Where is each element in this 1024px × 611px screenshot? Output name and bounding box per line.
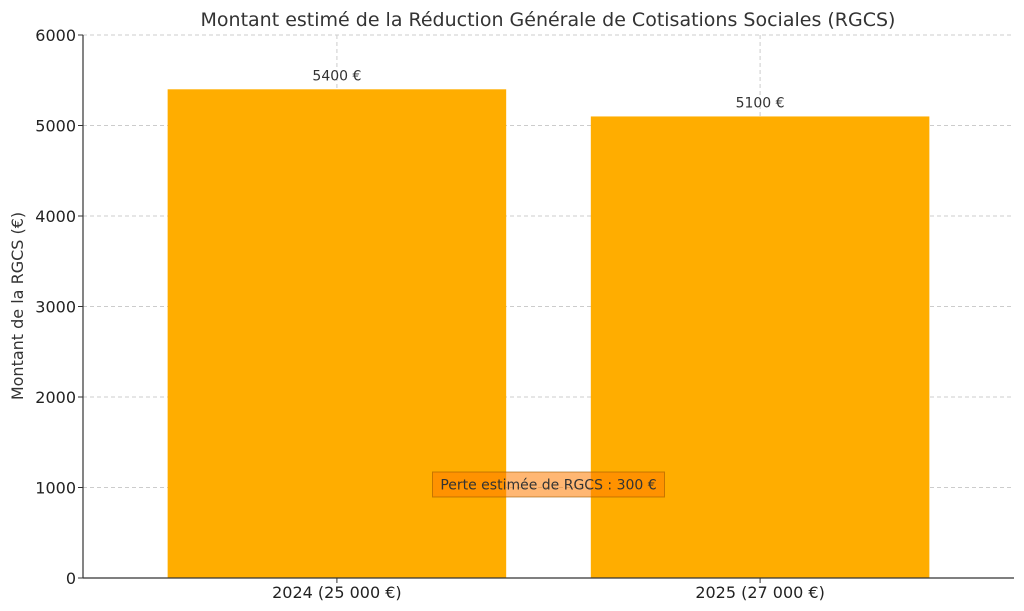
y-tick-label: 6000 (35, 26, 76, 45)
bar-value-label: 5100 € (736, 95, 785, 111)
y-tick-label: 0 (66, 569, 76, 588)
y-tick-label: 1000 (35, 479, 76, 498)
y-axis-label: Montant de la RGCS (€) (8, 212, 27, 400)
x-tick-label: 2024 (25 000 €) (272, 583, 402, 602)
axes: 0 1000 2000 3000 4000 5000 6000 2024 (25 000 €)… (35, 26, 1014, 602)
y-tick-label: 4000 (35, 207, 76, 226)
x-tick-label: 2025 (27 000 €) (695, 583, 825, 602)
annotation-text: Perte estimée de RGCS : 300 € (440, 478, 656, 494)
y-tick-label: 5000 (35, 117, 76, 136)
annotation: Perte estimée de RGCS : 300 € (432, 471, 665, 498)
data-labels: 5400 € 5100 € (312, 68, 784, 111)
annotation-box (432, 471, 665, 498)
bar-2 (590, 116, 930, 578)
bars (167, 89, 930, 579)
y-tick-label: 2000 (35, 388, 76, 407)
bar-1 (167, 89, 507, 579)
y-tick-label: 3000 (35, 298, 76, 317)
bar-value-label: 5400 € (312, 68, 361, 84)
chart-title: Montant estimé de la Réduction Générale … (201, 9, 896, 31)
